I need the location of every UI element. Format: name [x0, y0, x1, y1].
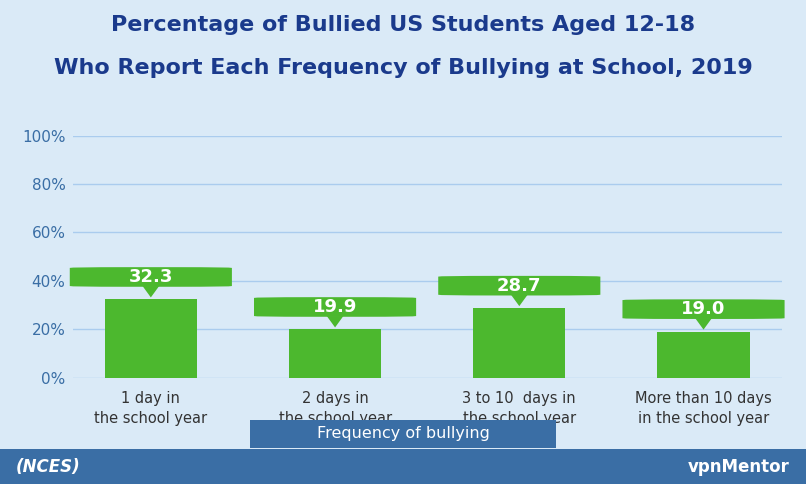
- Text: Who Report Each Frequency of Bullying at School, 2019: Who Report Each Frequency of Bullying at…: [54, 58, 752, 78]
- FancyBboxPatch shape: [254, 297, 416, 317]
- Polygon shape: [696, 318, 712, 330]
- Text: Frequency of bullying: Frequency of bullying: [317, 426, 489, 441]
- Text: 28.7: 28.7: [497, 277, 542, 295]
- Polygon shape: [326, 316, 343, 328]
- Polygon shape: [143, 286, 159, 297]
- Text: Percentage of Bullied US Students Aged 12-18: Percentage of Bullied US Students Aged 1…: [111, 15, 695, 34]
- Text: vpnMentor: vpnMentor: [688, 457, 790, 476]
- Text: 32.3: 32.3: [129, 268, 173, 286]
- Polygon shape: [511, 295, 528, 306]
- Text: 19.9: 19.9: [313, 298, 357, 316]
- Bar: [289, 330, 381, 378]
- Text: (NCES): (NCES): [16, 457, 81, 476]
- Bar: [658, 332, 750, 378]
- FancyBboxPatch shape: [70, 267, 232, 287]
- FancyBboxPatch shape: [438, 276, 600, 295]
- Bar: [105, 299, 197, 378]
- FancyBboxPatch shape: [622, 299, 784, 319]
- Text: 19.0: 19.0: [681, 300, 725, 318]
- Bar: [473, 308, 565, 378]
